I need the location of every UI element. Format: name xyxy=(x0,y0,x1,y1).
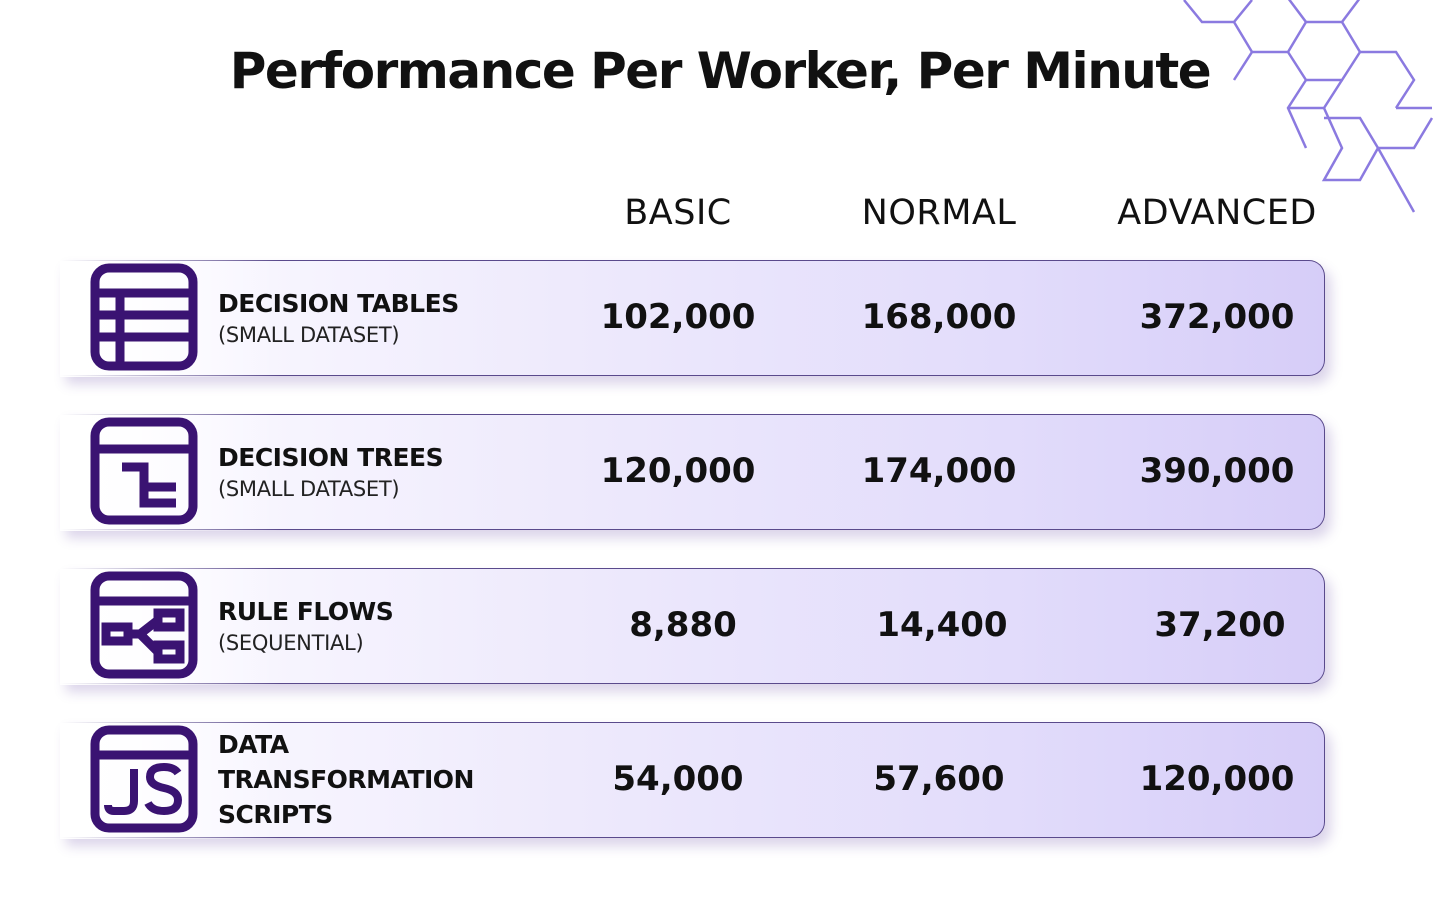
row-title: RULE FLOWS xyxy=(218,596,394,626)
table-row: DECISION TABLES (SMALL DATASET) 102,000 … xyxy=(60,259,1326,377)
value-advanced: 390,000 xyxy=(1139,451,1295,491)
row-label: DATA TRANSFORMATION SCRIPTS xyxy=(218,722,548,836)
value-normal: 14,400 xyxy=(876,605,1008,645)
value-advanced: 120,000 xyxy=(1139,759,1295,799)
row-title: DECISION TREES xyxy=(218,442,444,472)
row-title: DATA TRANSFORMATION SCRIPTS xyxy=(218,729,474,829)
row-title: DECISION TABLES xyxy=(218,288,459,318)
hexagon-pattern xyxy=(1183,0,1434,213)
table-icon xyxy=(90,263,198,371)
value-advanced: 37,200 xyxy=(1154,605,1286,645)
value-basic: 54,000 xyxy=(612,759,744,799)
column-header-basic: BASIC xyxy=(624,193,732,233)
js-icon xyxy=(90,725,198,833)
flow-icon xyxy=(90,571,198,679)
value-normal: 57,600 xyxy=(873,759,1005,799)
row-card xyxy=(60,721,1325,839)
value-basic: 8,880 xyxy=(629,605,737,645)
column-header-normal: NORMAL xyxy=(861,193,1017,233)
row-subtitle: (SEQUENTIAL) xyxy=(218,630,364,655)
value-basic: 120,000 xyxy=(600,451,756,491)
value-normal: 174,000 xyxy=(861,451,1017,491)
table-row: DECISION TREES (SMALL DATASET) 120,000 1… xyxy=(60,413,1326,531)
row-label: DECISION TABLES (SMALL DATASET) xyxy=(218,260,548,374)
row-subtitle: (SMALL DATASET) xyxy=(218,322,400,347)
column-header-advanced: ADVANCED xyxy=(1117,193,1317,233)
value-basic: 102,000 xyxy=(600,297,756,337)
row-subtitle: (SMALL DATASET) xyxy=(218,476,400,501)
table-row: RULE FLOWS (SEQUENTIAL) 8,880 14,400 37,… xyxy=(60,567,1326,685)
table-row: DATA TRANSFORMATION SCRIPTS 54,000 57,60… xyxy=(60,721,1326,839)
value-advanced: 372,000 xyxy=(1139,297,1295,337)
row-label: DECISION TREES (SMALL DATASET) xyxy=(218,414,548,528)
value-normal: 168,000 xyxy=(861,297,1017,337)
decision-tree-icon xyxy=(90,417,198,525)
row-label: RULE FLOWS (SEQUENTIAL) xyxy=(218,568,548,682)
page-title: Performance Per Worker, Per Minute xyxy=(229,42,1212,100)
